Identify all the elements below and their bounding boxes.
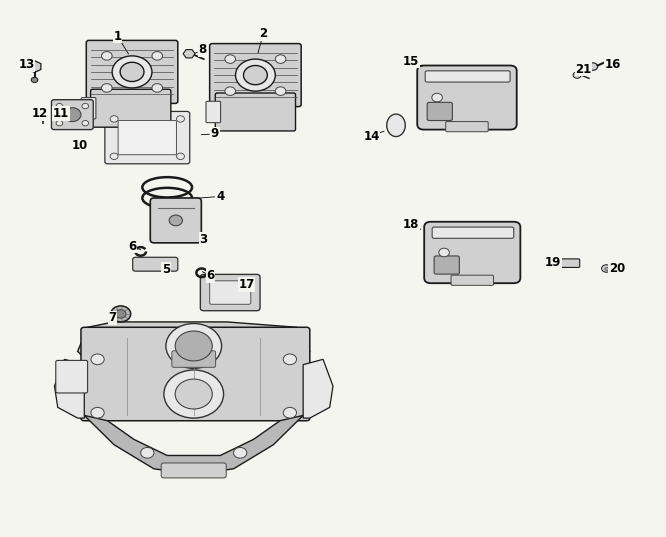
Circle shape [120,62,144,82]
FancyBboxPatch shape [118,120,176,155]
Circle shape [283,354,296,365]
Text: 16: 16 [605,58,621,71]
Circle shape [115,310,126,318]
Circle shape [432,93,442,102]
FancyBboxPatch shape [424,222,520,283]
Circle shape [275,87,286,96]
Ellipse shape [387,114,406,136]
Circle shape [152,84,163,92]
FancyBboxPatch shape [427,103,452,120]
FancyBboxPatch shape [172,351,216,367]
Circle shape [169,215,182,226]
Text: 6: 6 [129,240,137,252]
FancyBboxPatch shape [105,112,190,164]
Polygon shape [55,359,85,418]
FancyBboxPatch shape [151,198,201,243]
Circle shape [64,108,81,121]
Circle shape [283,408,296,418]
Polygon shape [303,359,333,418]
Text: 11: 11 [53,107,69,120]
FancyBboxPatch shape [451,275,494,285]
Text: 18: 18 [403,218,420,231]
FancyBboxPatch shape [210,281,251,304]
FancyBboxPatch shape [206,101,220,122]
Text: 19: 19 [545,256,561,268]
Text: 6: 6 [206,269,214,282]
FancyBboxPatch shape [561,259,579,267]
FancyBboxPatch shape [87,40,178,104]
Circle shape [152,52,163,60]
Polygon shape [28,61,41,72]
FancyBboxPatch shape [81,98,96,119]
Circle shape [176,153,184,159]
Text: 15: 15 [403,55,420,68]
Circle shape [110,153,118,159]
Text: 9: 9 [211,127,219,140]
Circle shape [166,323,222,368]
FancyBboxPatch shape [417,66,517,129]
Circle shape [101,84,112,92]
Circle shape [275,55,286,63]
Circle shape [141,447,154,458]
FancyBboxPatch shape [133,257,178,271]
Circle shape [164,370,224,418]
Text: 3: 3 [200,233,208,245]
Text: 20: 20 [609,262,625,275]
Text: 10: 10 [71,139,88,152]
Circle shape [225,87,236,96]
Text: 14: 14 [363,129,380,142]
Circle shape [225,55,236,63]
FancyBboxPatch shape [56,360,88,393]
Circle shape [38,111,47,118]
Circle shape [57,109,65,115]
Circle shape [175,379,212,409]
Circle shape [31,77,38,83]
Polygon shape [78,322,310,365]
FancyBboxPatch shape [432,227,513,238]
Circle shape [101,52,112,60]
Circle shape [573,72,581,78]
FancyBboxPatch shape [161,463,226,478]
Text: 8: 8 [198,43,206,56]
FancyBboxPatch shape [91,89,171,127]
Circle shape [82,120,89,126]
FancyBboxPatch shape [51,100,93,129]
Circle shape [234,447,247,458]
Circle shape [82,104,89,109]
FancyBboxPatch shape [434,256,460,274]
Text: 1: 1 [113,30,121,42]
Circle shape [607,57,613,62]
Circle shape [244,66,267,85]
Text: 4: 4 [216,190,224,203]
Text: 21: 21 [575,63,592,76]
Circle shape [91,408,104,418]
Polygon shape [85,416,303,474]
FancyBboxPatch shape [215,93,296,131]
Circle shape [56,104,63,109]
Text: 12: 12 [32,107,48,120]
FancyBboxPatch shape [81,327,310,421]
FancyBboxPatch shape [200,274,260,311]
Circle shape [91,354,104,365]
Text: 17: 17 [238,278,255,291]
FancyBboxPatch shape [446,121,488,132]
Circle shape [439,248,450,257]
FancyBboxPatch shape [425,71,510,82]
Circle shape [110,115,118,122]
Text: 5: 5 [162,263,170,276]
FancyBboxPatch shape [210,43,301,107]
Circle shape [605,267,609,271]
Polygon shape [183,49,195,58]
Circle shape [588,63,597,70]
Text: 2: 2 [259,27,268,40]
Circle shape [175,331,212,361]
Text: 13: 13 [19,58,35,71]
Text: 7: 7 [109,311,117,324]
Circle shape [601,265,611,272]
Circle shape [56,120,63,126]
Circle shape [176,115,184,122]
Circle shape [236,59,275,91]
Circle shape [111,306,131,322]
Circle shape [112,56,152,88]
